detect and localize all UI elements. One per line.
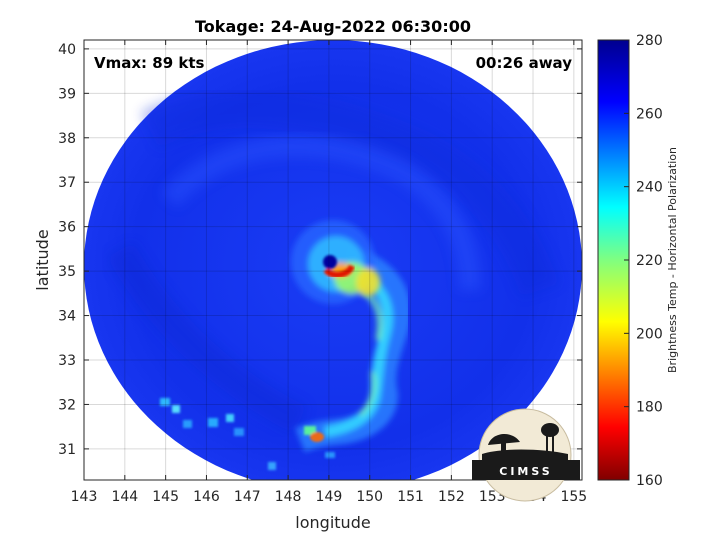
y-tick-label: 36 — [58, 220, 76, 236]
x-tick-label: 148 — [275, 489, 302, 505]
y-tick-label: 33 — [58, 353, 76, 369]
x-tick-label: 151 — [397, 489, 424, 505]
x-tick-label: 152 — [438, 489, 465, 505]
x-tick-label: 155 — [560, 489, 587, 505]
cimss-logo-text: CIMSS — [499, 465, 552, 478]
colorbar — [597, 39, 630, 481]
axes-frame — [83, 39, 583, 481]
colorbar-tick-label: 220 — [636, 253, 663, 269]
chart-title: Tokage: 24-Aug-2022 06:30:00 — [195, 17, 471, 36]
y-tick-label: 38 — [58, 131, 76, 147]
storm-eye — [323, 255, 337, 269]
y-tick-label: 40 — [58, 42, 76, 58]
time-offset-annotation: 00:26 away — [476, 54, 573, 72]
colorbar-tick-label: 180 — [636, 400, 663, 416]
x-tick-label: 143 — [71, 489, 98, 505]
y-tick-label: 32 — [58, 397, 76, 413]
cimss-logo: CIMSS — [472, 408, 580, 502]
vmax-annotation: Vmax: 89 kts — [94, 54, 204, 72]
y-axis-ticks: 31 32 33 34 35 36 37 38 39 40 — [58, 42, 582, 458]
x-axis-label: longitude — [295, 513, 370, 532]
y-tick-label: 31 — [58, 442, 76, 458]
x-tick-label: 145 — [152, 489, 179, 505]
colorbar-tick-label: 160 — [636, 473, 663, 489]
y-tick-label: 37 — [58, 175, 76, 191]
x-tick-label: 149 — [316, 489, 343, 505]
microwave-swath — [84, 40, 582, 480]
y-tick-label: 35 — [58, 264, 76, 280]
colorbar-label: Brightness Temp - Horizontal Polarizatio… — [666, 147, 679, 373]
colorbar-ticks: 160 180 200 220 240 260 280 — [624, 33, 663, 489]
x-tick-label: 150 — [356, 489, 383, 505]
y-tick-label: 34 — [58, 309, 76, 325]
y-tick-label: 39 — [58, 86, 76, 102]
y-axis-label: latitude — [33, 229, 52, 290]
colorbar-tick-label: 280 — [636, 33, 663, 49]
colorbar-tick-label: 260 — [636, 106, 663, 122]
x-tick-label: 147 — [234, 489, 261, 505]
colorbar-tick-label: 200 — [636, 326, 663, 342]
x-tick-label: 146 — [193, 489, 220, 505]
colorbar-tick-label: 240 — [636, 180, 663, 196]
x-tick-label: 144 — [111, 489, 138, 505]
grid-lines — [83, 40, 582, 480]
